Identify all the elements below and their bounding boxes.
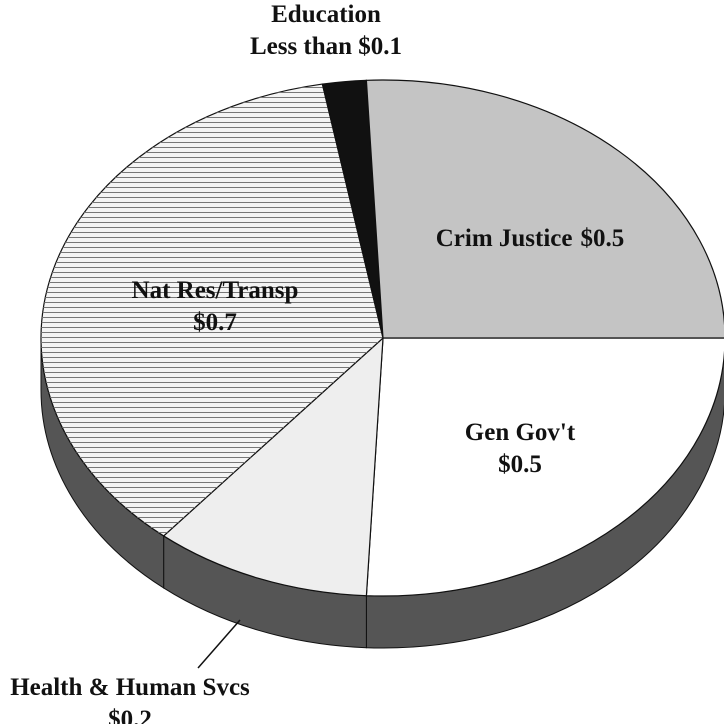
category-label: Nat Res/Transp — [132, 277, 299, 304]
slice-label: Crim Justice $0.5 — [436, 225, 625, 252]
category-label: Health & Human Svcs — [10, 674, 250, 701]
value-label: $0.2 — [108, 706, 152, 724]
value-label: Less than $0.1 — [250, 33, 402, 60]
value-label: $0.7 — [193, 309, 237, 336]
slice-label: Education Less than $0.1 — [250, 1, 402, 60]
slice — [162, 336, 384, 597]
labels: Gen Gov't $0.5 Health & Human Svcs $0.2 Nat … — [10, 1, 624, 724]
slice — [365, 337, 724, 597]
slice — [365, 79, 724, 339]
slice-label: Health & Human Svcs $0.2 — [10, 674, 250, 724]
slice-label: Gen Gov't $0.5 — [465, 419, 576, 478]
pie — [40, 79, 724, 649]
value-label: $0.5 — [581, 225, 625, 252]
slice-label: Nat Res/Transp $0.7 — [132, 277, 299, 336]
category-label: Education — [271, 1, 381, 28]
category-label: Gen Gov't — [465, 419, 576, 446]
leader-line — [197, 619, 241, 669]
value-label: $0.5 — [498, 451, 542, 478]
slice-hatch — [40, 84, 383, 536]
category-label: Crim Justice — [436, 225, 573, 252]
